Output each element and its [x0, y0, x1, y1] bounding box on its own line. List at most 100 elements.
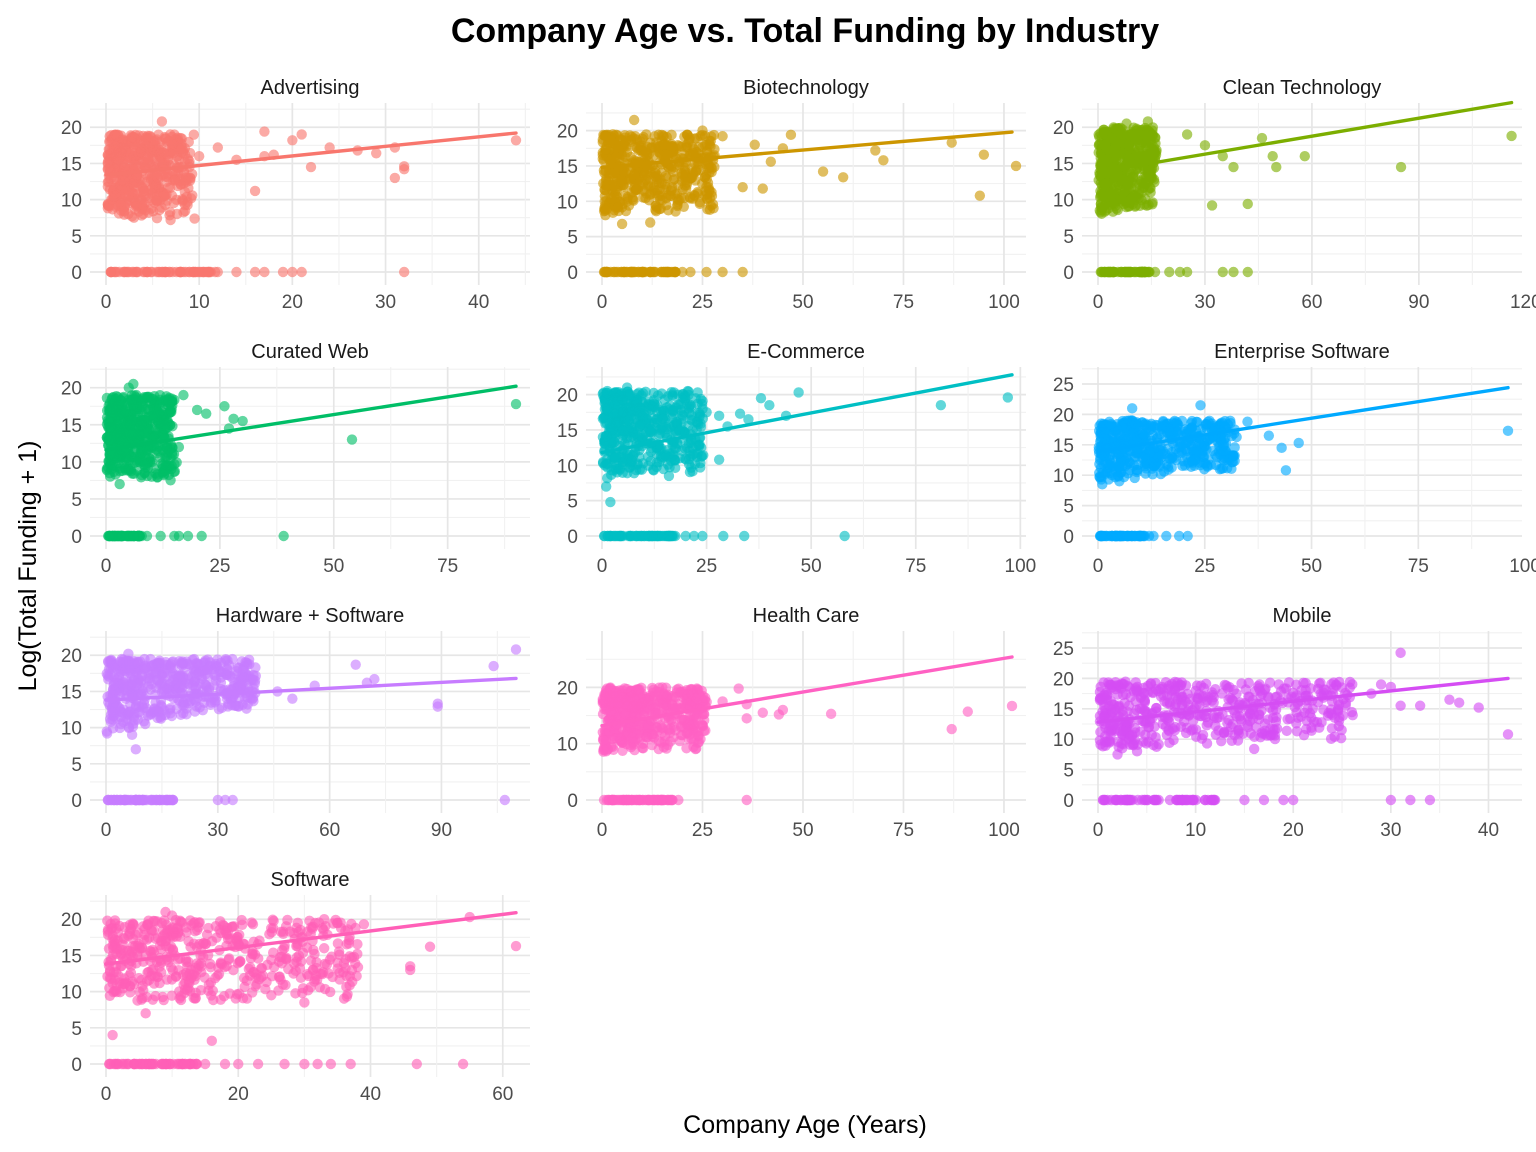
data-point [1139, 199, 1150, 210]
data-point [1097, 154, 1109, 165]
data-point [681, 139, 692, 151]
data-point [702, 163, 713, 174]
data-point [598, 530, 610, 542]
data-point [1100, 141, 1111, 153]
data-point [1196, 441, 1207, 452]
data-point [106, 392, 118, 404]
data-point [674, 425, 685, 437]
data-point [184, 147, 196, 159]
y-tick-label: 0 [1063, 263, 1074, 284]
data-point [645, 266, 656, 278]
data-point [641, 145, 652, 157]
data-point [184, 155, 195, 167]
data-point [1145, 135, 1156, 146]
data-point [718, 530, 729, 542]
data-point [649, 131, 660, 142]
data-point [1228, 161, 1239, 173]
x-tick-label: 0 [597, 292, 608, 313]
data-point [138, 208, 149, 220]
y-tick-label: 0 [567, 791, 578, 812]
data-point [173, 530, 185, 542]
y-tick-label: 5 [1063, 497, 1074, 518]
data-point [155, 530, 166, 542]
data-point [1010, 160, 1022, 172]
data-point [127, 132, 138, 143]
data-point [978, 149, 990, 160]
data-point [1096, 266, 1107, 278]
x-tick-label: 50 [801, 556, 822, 577]
x-tick-label: 50 [792, 292, 813, 313]
data-point [141, 432, 152, 443]
y-tick-label: 15 [1053, 154, 1074, 175]
data-point [110, 190, 121, 202]
data-point [109, 131, 121, 143]
data-point [613, 530, 624, 542]
data-point [660, 449, 671, 461]
facet-strip-label: Enterprise Software [1214, 341, 1390, 363]
data-point [128, 212, 140, 223]
data-point [1097, 190, 1109, 202]
data-point [149, 169, 160, 181]
data-point [607, 424, 618, 436]
data-point [120, 685, 132, 696]
data-point [205, 660, 216, 672]
data-point [1148, 174, 1160, 185]
data-point [648, 395, 660, 406]
data-point [1256, 132, 1268, 144]
data-point [600, 175, 612, 186]
y-tick-label: 10 [557, 192, 578, 213]
data-point [127, 266, 138, 278]
data-point [181, 191, 192, 203]
y-tick-label: 10 [557, 456, 578, 477]
x-tick-label: 100 [1509, 556, 1536, 577]
x-tick-label: 75 [1408, 556, 1429, 577]
data-point [1129, 201, 1141, 212]
data-point [102, 177, 114, 188]
data-point [694, 198, 706, 210]
data-point [158, 147, 170, 159]
data-point [237, 415, 248, 427]
data-point [171, 703, 183, 715]
data-point [1107, 266, 1118, 278]
y-tick-label: 20 [557, 386, 578, 407]
x-tick-label: 20 [282, 292, 303, 313]
y-tick-label: 5 [71, 490, 82, 511]
x-tick-label: 25 [209, 556, 230, 577]
data-point [610, 452, 621, 463]
facet-strip-label: E-Commerce [747, 341, 865, 363]
data-point [163, 469, 175, 481]
y-tick-label: 0 [71, 527, 82, 548]
data-point [1124, 457, 1136, 469]
data-point [201, 408, 212, 419]
data-point [167, 139, 178, 150]
data-point [1182, 530, 1193, 542]
data-point [1166, 452, 1178, 463]
data-point [287, 266, 298, 278]
data-point [114, 669, 125, 680]
data-point [668, 692, 680, 703]
data-point [133, 161, 144, 173]
x-tick-label: 30 [207, 820, 228, 841]
data-point [193, 668, 204, 680]
data-point [103, 144, 115, 155]
x-tick-label: 120 [1510, 292, 1536, 313]
data-point [1206, 200, 1218, 211]
data-point [1135, 266, 1146, 278]
data-point [208, 680, 219, 691]
data-point [249, 185, 261, 197]
data-point [600, 481, 612, 492]
data-point [138, 716, 150, 727]
data-point [1181, 129, 1193, 140]
data-point [642, 451, 654, 462]
data-point [1217, 266, 1228, 278]
data-point [231, 266, 242, 278]
data-point [717, 266, 728, 278]
data-point [147, 182, 158, 193]
data-point [1109, 530, 1121, 542]
y-tick-label: 10 [1053, 466, 1074, 487]
x-tick-label: 50 [792, 820, 813, 841]
data-point [149, 704, 160, 715]
data-point [695, 462, 706, 473]
data-point [1267, 150, 1278, 162]
